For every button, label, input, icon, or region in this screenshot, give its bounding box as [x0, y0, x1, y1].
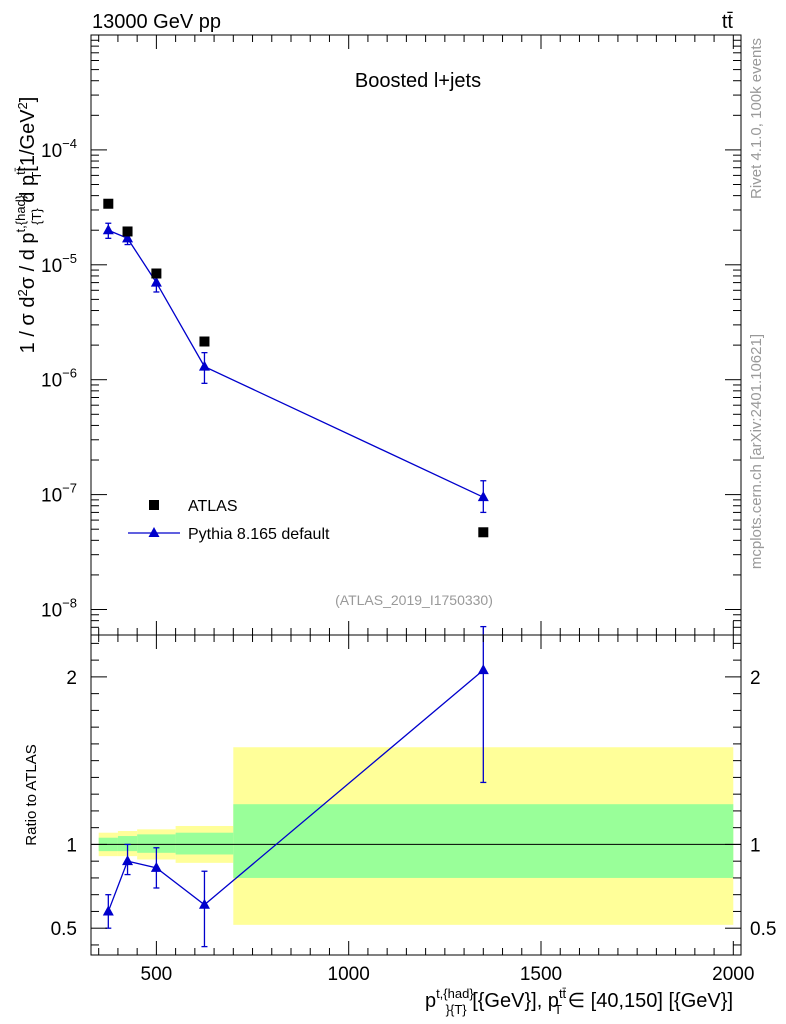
ratio-y-tick-label-right: 2	[750, 668, 761, 689]
atlas-point	[122, 226, 133, 237]
ratio-y-tick-label-right: 1	[750, 835, 761, 856]
ratio-point	[102, 905, 114, 916]
main-y-axis-label: 1 / σ d2σ / d pt,{had}{T} d ptt̄T[1/GeV2…	[13, 97, 44, 354]
ratio-band-inner	[175, 832, 234, 855]
ratio-band-inner	[137, 834, 176, 853]
header-left: 13000 GeV pp	[92, 11, 221, 33]
ratio-band-inner	[233, 804, 734, 878]
x-tick-label: 1500	[520, 964, 562, 985]
ratio-y-tick-labels: 0.5 0.5 1 1 2 2	[51, 668, 777, 940]
ratio-y-tick-label-left: 1	[66, 835, 77, 856]
ratio-point	[477, 664, 489, 675]
ratio-point	[122, 855, 134, 866]
pythia-point	[150, 276, 162, 287]
ratio-panel: 0.5 0.5 1 1 2 2 500 1000 1500 2000 Ratio to ATLA…	[23, 625, 777, 1017]
legend-pythia-label: Pythia 8.165 default	[188, 526, 330, 543]
ratio-markers	[102, 625, 489, 948]
ratio-bands	[98, 747, 734, 925]
atlas-point	[478, 527, 489, 538]
main-y-tick-label: 10−4	[41, 136, 77, 162]
mcplots-label: mcplots.cern.ch [arXiv:2401.10621]	[748, 334, 765, 569]
x-tick-label: 500	[141, 964, 173, 985]
main-y-tick-label: 10−7	[41, 481, 77, 507]
legend-atlas-label: ATLAS	[188, 498, 238, 515]
pythia-point	[477, 491, 489, 502]
x-tick-label: 2000	[712, 964, 754, 985]
atlas-point	[199, 336, 210, 347]
main-y-tick-labels: 10−8 10−7 10−6 10−5 10−4	[41, 136, 77, 622]
main-series-lines	[108, 229, 484, 498]
legend-pythia-marker	[148, 527, 160, 537]
ratio-point	[198, 898, 210, 909]
main-panel-frame	[90, 34, 742, 636]
main-ticks	[91, 35, 741, 636]
legend: ATLAS Pythia 8.165 default	[128, 498, 330, 543]
atlas-point	[151, 268, 162, 279]
ratio-y-tick-label-left: 2	[66, 668, 77, 689]
ratio-ticks	[91, 635, 741, 955]
main-y-tick-label: 10−8	[41, 596, 77, 622]
main-title: Boosted l+jets	[355, 70, 481, 92]
main-panel: 10−8 10−7 10−6 10−5 10−4 Boosted l+jets (ATL…	[13, 34, 742, 636]
x-tick-labels: 500 1000 1500 2000	[141, 964, 755, 985]
pythia-point	[122, 232, 134, 243]
pythia-point	[198, 360, 210, 371]
rivet-label: Rivet 4.1.0, 100k events	[748, 38, 765, 199]
ratio-panel-frame	[90, 634, 742, 956]
x-axis-label: pt,{had}}{T} [{GeV}], ptt̄ T ∈ [40,150] […	[425, 986, 733, 1017]
atlas-point	[103, 198, 114, 209]
ratio-y-axis-label: Ratio to ATLAS	[23, 744, 40, 845]
pythia-point	[102, 224, 114, 235]
main-y-tick-label: 10−6	[41, 366, 77, 392]
ratio-point	[150, 861, 162, 872]
main-y-tick-label: 10−5	[41, 251, 77, 277]
ratio-y-tick-label-left: 0.5	[51, 919, 77, 940]
ratio-band-inner	[117, 836, 138, 852]
analysis-tag: (ATLAS_2019_I1750330)	[335, 592, 493, 608]
pythia-series-line	[108, 229, 484, 498]
x-tick-label: 1000	[328, 964, 370, 985]
legend-atlas-marker	[149, 500, 159, 510]
header-right: tt̄	[722, 11, 734, 33]
ratio-y-tick-label-right: 0.5	[750, 919, 776, 940]
main-markers	[102, 198, 489, 538]
